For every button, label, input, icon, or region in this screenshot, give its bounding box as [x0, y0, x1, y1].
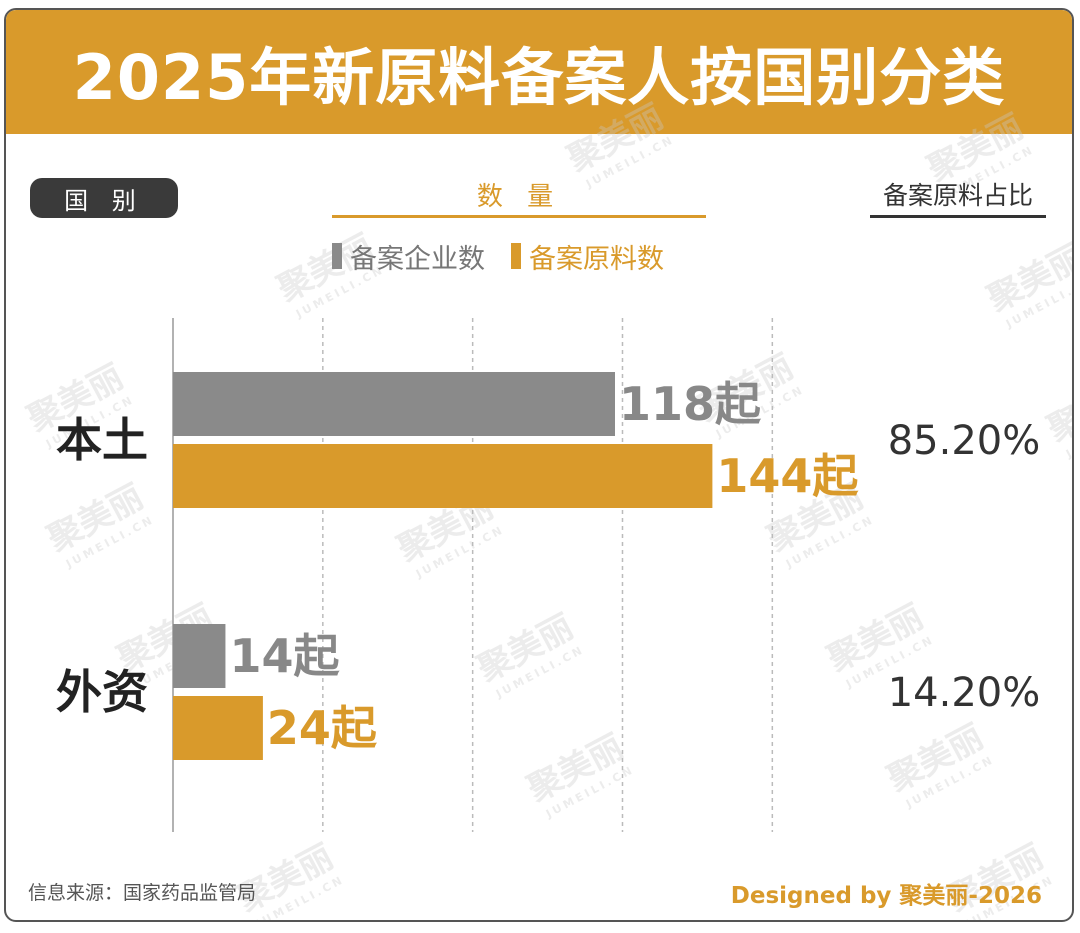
title-bar: 2025年新原料备案人按国别分类 — [6, 10, 1072, 134]
legend-item-materials: 备案原料数 — [511, 237, 664, 276]
legend-item-companies: 备案企业数 — [332, 237, 485, 276]
legend-label-companies: 备案企业数 — [350, 243, 485, 275]
percentage-label: 14.20% — [888, 670, 1041, 716]
designer-credit: Designed by 聚美丽-2026 — [730, 883, 1042, 909]
page-title: 2025年新原料备案人按国别分类 — [72, 41, 1006, 114]
bar-materials — [173, 696, 263, 760]
value-label: 144起 — [716, 449, 859, 503]
value-label: 14起 — [229, 629, 340, 683]
legend-label-materials: 备案原料数 — [529, 243, 664, 275]
value-label: 118起 — [619, 377, 762, 431]
country-header: 国 别 — [30, 178, 178, 218]
percentage-label: 85.20% — [888, 418, 1041, 464]
bar-chart: 本土 118起 144起 85.20% 外资 14起 24起 14.20% — [56, 318, 1041, 832]
category-label: 外资 — [56, 665, 148, 719]
legend-swatch-materials — [511, 243, 521, 269]
ratio-header: 备案原料占比 — [870, 176, 1046, 218]
chart-legend: 备案企业数 备案原料数 — [332, 237, 664, 276]
bar-materials — [173, 444, 713, 508]
legend-swatch-companies — [332, 243, 342, 269]
bar-companies — [173, 624, 226, 688]
source-note: 信息来源：国家药品监管局 — [28, 882, 257, 904]
quantity-header: 数 量 — [332, 176, 706, 218]
infographic-frame: 2025年新原料备案人按国别分类 聚美丽 JUMEILI.CN 聚美丽 JUMEILI… — [4, 8, 1074, 922]
category-label: 本土 — [56, 413, 148, 467]
value-label: 24起 — [267, 701, 378, 755]
bar-companies — [173, 372, 615, 436]
